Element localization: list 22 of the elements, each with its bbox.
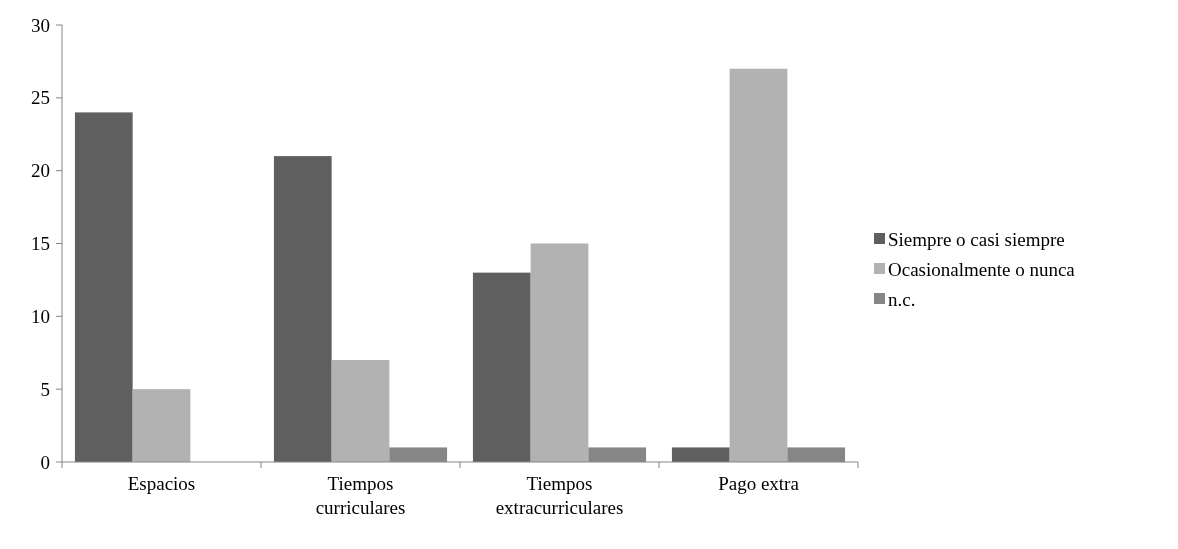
y-tick-label: 25 [31, 87, 50, 109]
bar [729, 68, 788, 462]
y-tick-label: 0 [40, 451, 50, 473]
bar [273, 156, 332, 462]
legend-label: n.c. [888, 288, 916, 310]
bar [331, 360, 390, 462]
legend-label: Ocasionalmente o nunca [888, 258, 1076, 280]
y-tick-label: 20 [31, 160, 50, 182]
y-tick-label: 10 [31, 305, 50, 327]
x-tick-label: Pago extra [718, 473, 800, 494]
y-tick-label: 30 [31, 14, 50, 36]
bar [132, 389, 191, 462]
bar [74, 112, 133, 462]
y-tick-label: 5 [40, 378, 50, 400]
x-tick-label: Tiempos curriculares [315, 473, 406, 518]
bar [472, 272, 531, 462]
x-tick-label: Espacios [127, 473, 196, 494]
bar [530, 243, 589, 462]
y-tick-label: 15 [31, 233, 50, 255]
bar [671, 447, 730, 462]
x-tick-label: Tiempos extracurriculares [495, 473, 624, 518]
legend-label: Siempre o casi siempre [888, 228, 1065, 250]
